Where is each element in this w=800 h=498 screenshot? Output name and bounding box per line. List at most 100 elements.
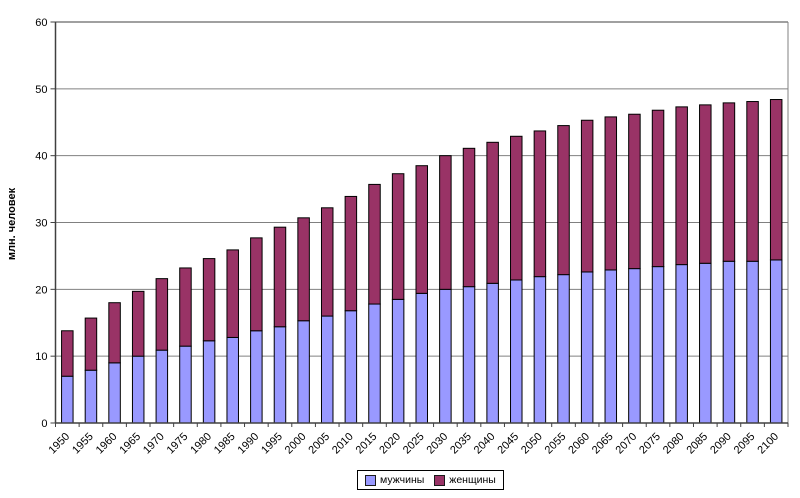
- x-axis-tick-label: 1970: [141, 431, 167, 457]
- legend: мужчины женщины: [357, 470, 504, 490]
- bar-segment-women-2075: [651, 109, 665, 268]
- bar-segment-women-1955: [84, 317, 98, 371]
- bar-segment-men-1995: [273, 326, 287, 424]
- legend-swatch-women-icon: [434, 474, 446, 486]
- bar-segment-men-2075: [651, 266, 665, 424]
- x-axis-tick-label: 1955: [70, 431, 96, 457]
- legend-label-women: женщины: [449, 474, 496, 486]
- bar-segment-men-1985: [226, 336, 239, 424]
- bar-segment-women-2005: [320, 207, 334, 317]
- bar-segment-men-2065: [604, 269, 618, 424]
- bar-segment-men-1980: [202, 340, 216, 424]
- bar-segment-men-2060: [580, 271, 594, 424]
- bar-segment-women-2090: [722, 102, 736, 262]
- bar-segment-men-2070: [628, 268, 641, 424]
- x-axis-tick-label: 2025: [401, 431, 427, 457]
- bar-segment-women-2045: [510, 135, 523, 281]
- bar-segment-women-2030: [439, 155, 452, 290]
- x-axis-tick-label: 2060: [566, 431, 592, 457]
- x-axis-tick-label: 2065: [590, 431, 616, 457]
- x-axis-tick-label: 2100: [755, 431, 781, 457]
- bar-segment-men-2100: [769, 259, 783, 424]
- x-axis-tick-label: 1980: [188, 431, 214, 457]
- bar-segment-women-1980: [202, 258, 216, 342]
- x-axis-tick-label: 2095: [732, 431, 758, 457]
- x-axis-tick-label: 2050: [519, 431, 545, 457]
- bar-segment-women-1990: [250, 237, 263, 332]
- bar-segment-men-2010: [344, 310, 358, 424]
- bar-segment-men-2085: [699, 262, 712, 424]
- bar-segment-women-2080: [675, 106, 688, 266]
- bar-segment-men-2090: [722, 260, 736, 424]
- x-axis-tick-label: 2055: [543, 431, 569, 457]
- bar-segment-men-1965: [131, 355, 145, 424]
- bar-segment-men-2000: [297, 320, 310, 424]
- bar-segment-women-2035: [462, 147, 476, 288]
- x-axis-tick-label: 2080: [661, 431, 687, 457]
- x-axis-tick-label: 2090: [708, 431, 734, 457]
- bar-segment-women-1960: [108, 302, 121, 364]
- bar-segment-women-2010: [344, 195, 358, 312]
- x-axis-tick-label: 2035: [448, 431, 474, 457]
- bar-segment-women-2070: [628, 113, 641, 270]
- x-axis-tick-label: 1990: [236, 431, 262, 457]
- bar-segment-women-1970: [155, 278, 169, 351]
- bar-segment-men-1950: [61, 375, 74, 424]
- bar-segment-women-1975: [179, 267, 192, 347]
- bar-segment-women-2020: [391, 173, 405, 300]
- bar-segment-men-2055: [557, 274, 570, 424]
- bar-segment-women-1985: [226, 249, 239, 338]
- x-axis-tick-label: 1960: [94, 431, 120, 457]
- x-axis-tick-label: 2020: [377, 431, 403, 457]
- bar-segment-men-2015: [368, 303, 381, 424]
- y-axis-title: млн. человек: [6, 187, 18, 261]
- bar-segment-women-2025: [415, 165, 428, 294]
- bar-segment-men-1970: [155, 349, 169, 424]
- x-axis-tick-label: 2030: [425, 431, 451, 457]
- legend-item-women: женщины: [434, 474, 496, 486]
- x-axis-tick-label: 2005: [306, 431, 332, 457]
- x-axis-tick-label: 2040: [472, 431, 498, 457]
- bar-segment-women-2085: [699, 104, 712, 264]
- x-axis-tick-label: 1995: [259, 431, 285, 457]
- bar-segment-women-2040: [486, 141, 499, 284]
- x-axis-tick-label: 2045: [495, 431, 521, 457]
- bar-segment-women-1950: [61, 330, 74, 377]
- bar-segment-women-2055: [557, 125, 570, 276]
- x-axis-tick-label: 1965: [117, 431, 143, 457]
- x-axis-tick-label: 1975: [165, 431, 191, 457]
- x-axis-tick-label: 1985: [212, 431, 238, 457]
- x-axis-tick-label: 2075: [637, 431, 663, 457]
- bar-segment-women-1995: [273, 226, 287, 328]
- x-axis-tick-label: 2085: [684, 431, 710, 457]
- x-axis-tick-label: 2015: [354, 431, 380, 457]
- bar-segment-women-2000: [297, 217, 310, 322]
- y-axis-tick-label: 60: [35, 17, 47, 29]
- bar-segment-men-2035: [462, 286, 476, 424]
- x-axis-tick-label: 2070: [614, 431, 640, 457]
- bar-segment-men-2095: [746, 260, 759, 424]
- bar-segment-women-2065: [604, 116, 618, 271]
- bar-segment-men-2050: [533, 276, 547, 424]
- y-axis-tick-label: 40: [35, 151, 47, 163]
- y-axis-tick-label: 30: [35, 218, 47, 230]
- bar-segment-women-2015: [368, 183, 381, 305]
- bar-segment-men-2025: [415, 292, 428, 424]
- bar-segment-men-1960: [108, 362, 121, 424]
- legend-item-men: мужчины: [365, 474, 424, 486]
- y-axis-tick-label: 10: [35, 351, 47, 363]
- x-axis-tick-label: 1950: [46, 431, 72, 457]
- y-axis-tick-label: 20: [35, 284, 47, 296]
- bar-segment-men-2005: [320, 315, 334, 424]
- bar-segment-men-2080: [675, 264, 688, 424]
- bar-segment-men-1990: [250, 330, 263, 424]
- legend-label-men: мужчины: [380, 474, 425, 486]
- legend-swatch-men-icon: [365, 474, 376, 486]
- bar-segment-women-1965: [131, 290, 145, 357]
- bar-segment-men-1955: [84, 369, 98, 424]
- bar-segment-women-2050: [533, 130, 547, 278]
- bar-segment-men-1975: [179, 345, 192, 424]
- bar-segment-men-2020: [391, 298, 405, 424]
